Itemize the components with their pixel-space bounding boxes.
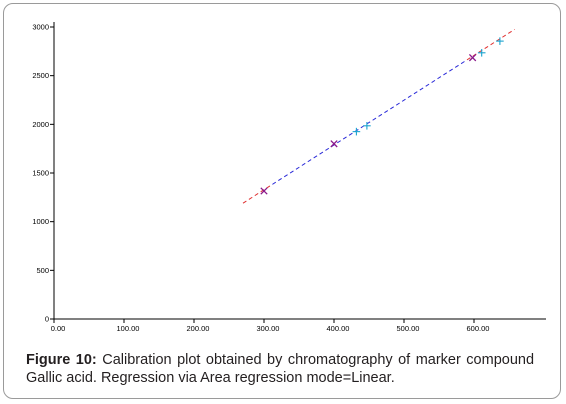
- y-tick-label: 1500: [32, 169, 49, 178]
- regression-segment: [272, 59, 468, 185]
- data-point: [496, 37, 504, 45]
- y-tick-label: 2500: [32, 71, 49, 80]
- x-tick-label: 600.00: [467, 324, 490, 333]
- regression-segment: [242, 183, 273, 204]
- data-point: [352, 127, 361, 136]
- data-point: [330, 140, 338, 148]
- x-tick-label: 0.00: [51, 324, 66, 333]
- y-tick-label: 3000: [32, 23, 49, 32]
- figure-caption: Figure 10: Calibration plot obtained by …: [26, 351, 534, 387]
- data-point-stroke: [468, 54, 477, 62]
- data-points: [260, 37, 504, 195]
- x-axis-ticks: 0.00 100.00 200.00 300.00 400.00 500.00 600.00: [51, 319, 490, 333]
- y-axis-ticks: 0 500 1000 1500 2000 2500 3000: [32, 23, 54, 324]
- data-point: [363, 121, 371, 130]
- data-point-stroke: [330, 140, 338, 148]
- x-tick-label: 400.00: [327, 324, 350, 333]
- data-point: [468, 54, 477, 62]
- figure-frame: [3, 3, 561, 399]
- x-tick-label: 500.00: [397, 324, 420, 333]
- figure-label: Figure 10:: [26, 352, 97, 368]
- x-tick-label: 100.00: [117, 324, 140, 333]
- figure-caption-text: Calibration plot obtained by chromatogra…: [26, 352, 535, 386]
- x-tick-label: 200.00: [187, 324, 210, 333]
- x-tick-label: 300.00: [257, 324, 280, 333]
- y-tick-label: 0: [45, 315, 49, 324]
- data-point-stroke: [260, 187, 268, 195]
- y-tick-label: 2000: [32, 120, 49, 129]
- data-point: [477, 48, 486, 57]
- y-tick-label: 500: [36, 266, 49, 275]
- data-point: [260, 187, 268, 195]
- y-tick-label: 1000: [32, 217, 49, 226]
